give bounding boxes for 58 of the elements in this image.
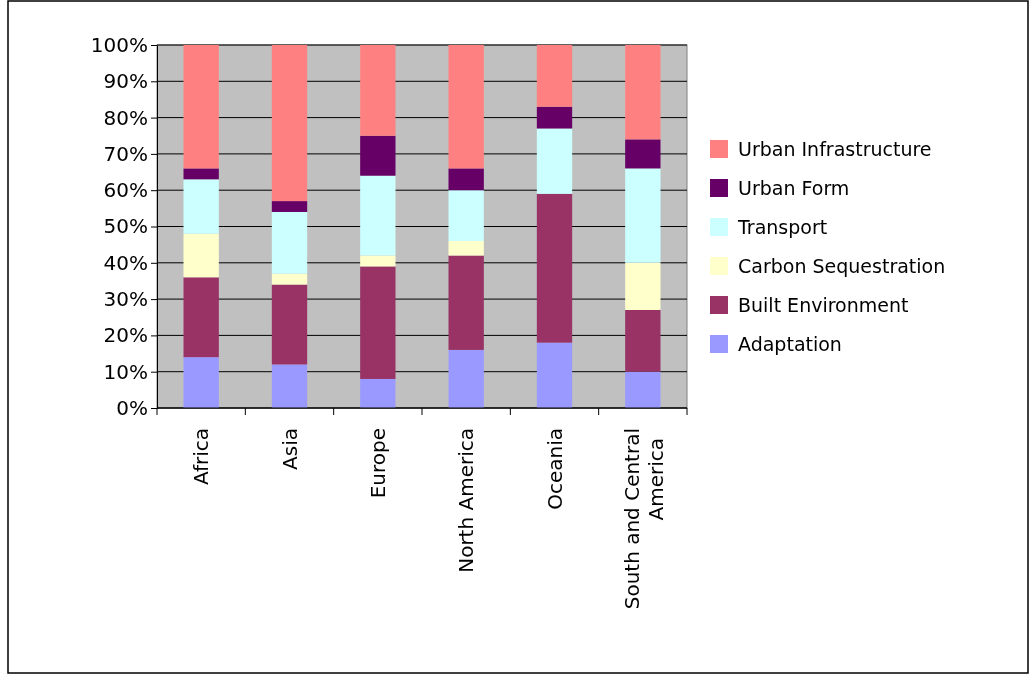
bar [271, 45, 308, 202]
bar [271, 211, 308, 274]
bar [360, 45, 396, 136]
bar [183, 45, 219, 169]
bar [625, 139, 661, 169]
y-tick-label: 40% [103, 250, 148, 275]
x-tick-label: South and Central America [619, 428, 668, 610]
bar [183, 233, 219, 278]
x-tick-label: Oceania [542, 428, 567, 510]
bar [536, 45, 573, 107]
y-tick-label: 90% [103, 69, 148, 94]
y-tick-label: 50% [103, 214, 148, 239]
bar [448, 45, 484, 169]
x-tick-label: Europe [365, 428, 390, 499]
bar [536, 342, 573, 408]
y-tick-label: 70% [103, 141, 148, 166]
y-tick-label: 100% [90, 32, 148, 57]
y-tick-label: 0% [116, 395, 148, 420]
bar [625, 262, 661, 310]
legend-label: Urban Infrastructure [738, 138, 932, 160]
legend-label: Carbon Sequestration [738, 255, 946, 277]
y-tick-label: 30% [103, 287, 148, 311]
bar [448, 168, 484, 191]
y-tick-label: 80% [103, 105, 148, 130]
bar [271, 201, 308, 212]
bar [360, 175, 396, 256]
bar [360, 135, 396, 176]
legend-label: Built Environment [738, 294, 909, 316]
bar [183, 179, 219, 234]
y-tick-label: 20% [103, 323, 148, 348]
bar [536, 106, 573, 129]
bar [360, 266, 396, 379]
bar [625, 371, 661, 408]
legend-label: Urban Form [738, 177, 850, 199]
bar [271, 273, 308, 285]
bar [625, 168, 661, 263]
bar [536, 193, 573, 343]
x-tick-label: Asia [277, 428, 302, 470]
y-tick-label: 10% [103, 359, 148, 384]
legend-label: Transport [737, 216, 828, 238]
bar [183, 168, 219, 180]
bar [183, 357, 219, 408]
y-tick-label: 60% [103, 178, 148, 203]
bar [271, 364, 308, 408]
bar [271, 284, 308, 365]
bar [360, 255, 396, 267]
x-tick-label: Africa [189, 428, 214, 486]
bar [448, 241, 484, 256]
legend-label: Adaptation [738, 333, 842, 355]
x-tick-label: North America [454, 428, 479, 573]
bar [448, 190, 484, 242]
bar [625, 45, 661, 140]
bar [448, 255, 484, 350]
bar [625, 309, 661, 372]
bar [536, 128, 573, 194]
bar [360, 378, 396, 408]
bar [183, 277, 219, 358]
bar [448, 349, 484, 408]
